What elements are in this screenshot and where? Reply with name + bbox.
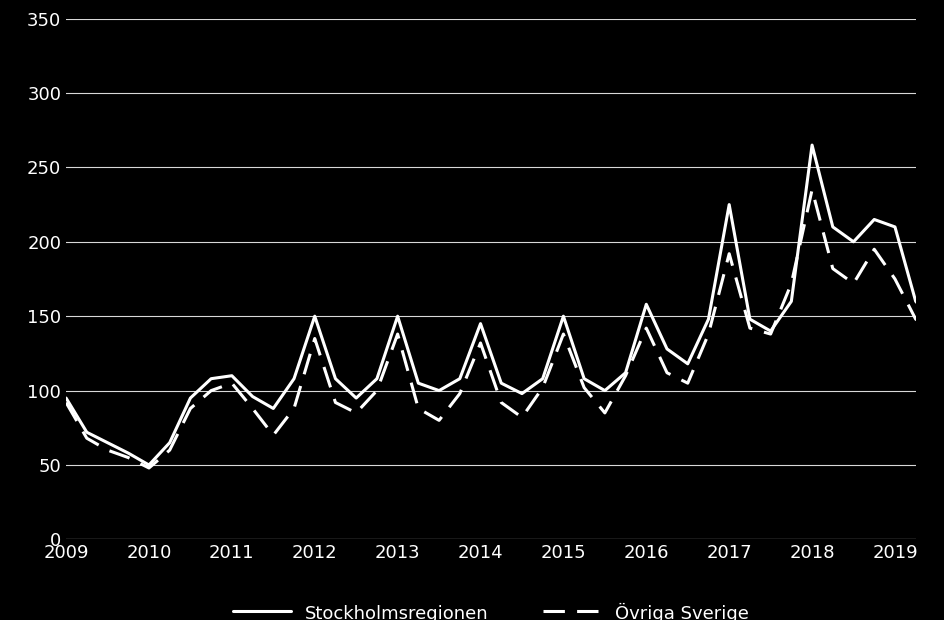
Stockholmsregionen	[702, 316, 714, 323]
Övriga Sverige	[723, 250, 734, 257]
Övriga Sverige	[765, 330, 776, 338]
Övriga Sverige	[371, 387, 382, 394]
Stockholmsregionen	[785, 298, 797, 305]
Legend: Stockholmsregionen, Övriga Sverige: Stockholmsregionen, Övriga Sverige	[226, 595, 756, 620]
Övriga Sverige	[143, 464, 155, 472]
Övriga Sverige	[785, 280, 797, 287]
Stockholmsregionen	[371, 375, 382, 383]
Stockholmsregionen	[723, 201, 734, 208]
Line: Stockholmsregionen: Stockholmsregionen	[66, 115, 944, 465]
Övriga Sverige	[60, 399, 72, 406]
Övriga Sverige	[702, 330, 714, 338]
Stockholmsregionen	[910, 298, 921, 305]
Stockholmsregionen	[60, 394, 72, 402]
Övriga Sverige	[910, 316, 921, 323]
Stockholmsregionen	[765, 327, 776, 335]
Line: Övriga Sverige: Övriga Sverige	[66, 145, 944, 468]
Stockholmsregionen	[143, 461, 155, 469]
